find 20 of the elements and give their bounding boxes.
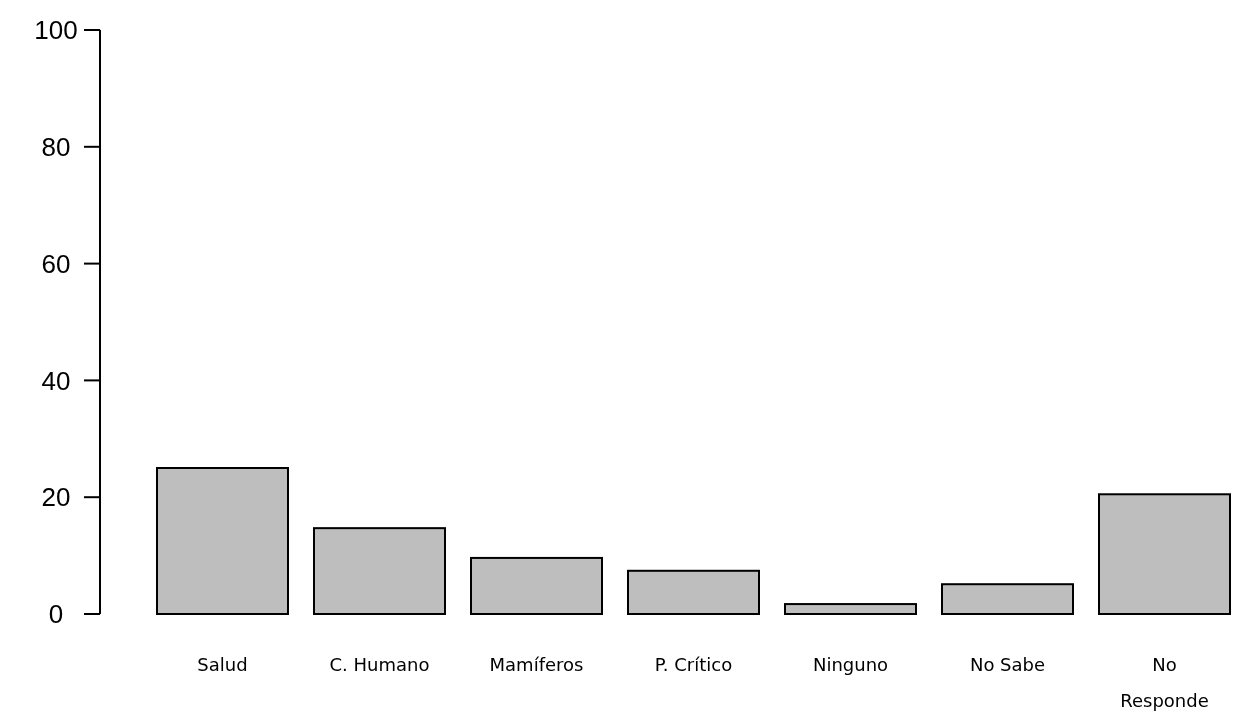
- bar: [627, 569, 760, 615]
- x-tick-label: Ninguno: [812, 654, 889, 675]
- x-tick-label: P. Crítico: [654, 654, 733, 675]
- bar: [313, 527, 446, 615]
- bar: [1098, 493, 1231, 615]
- x-tick-label: Salud: [197, 654, 248, 675]
- y-tick-label: 100: [34, 15, 78, 46]
- bar: [784, 603, 917, 615]
- y-tick-label: 0: [48, 599, 64, 630]
- bar: [941, 583, 1074, 615]
- bar: [156, 467, 289, 615]
- y-tick-label: 20: [41, 482, 71, 513]
- bar: [470, 556, 603, 615]
- y-tick-label: 60: [41, 248, 71, 279]
- x-tick-label: No Responde: [1120, 654, 1209, 711]
- x-tick-label: C. Humano: [329, 654, 430, 675]
- y-tick-label: 40: [41, 365, 71, 396]
- x-tick-label: No Sabe: [969, 654, 1046, 675]
- y-tick-label: 80: [41, 131, 71, 162]
- x-tick-label: Mamíferos: [489, 654, 584, 675]
